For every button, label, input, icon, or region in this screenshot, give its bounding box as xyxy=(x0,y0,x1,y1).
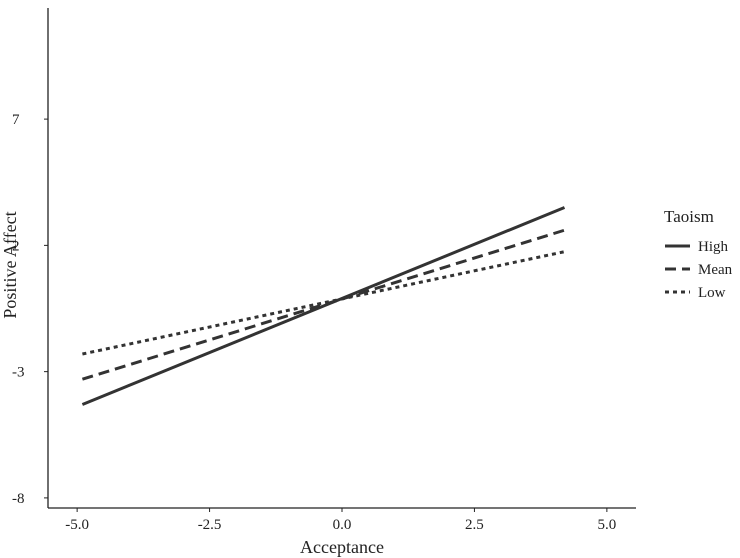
x-tick-label: 5.0 xyxy=(597,517,616,533)
x-tick-label: 0.0 xyxy=(333,517,352,533)
y-tick-label: -8 xyxy=(12,491,25,507)
series-lines xyxy=(81,206,566,406)
legend-label-low: Low xyxy=(698,285,726,301)
legend: Taoism High Mean Low xyxy=(664,207,733,301)
legend-label-mean: Mean xyxy=(698,262,733,278)
legend-title: Taoism xyxy=(664,207,714,226)
y-axis-title: Positive Affect xyxy=(0,211,20,318)
legend-items: High Mean Low xyxy=(665,239,733,301)
plot-axes xyxy=(47,8,636,509)
x-tick-label: 2.5 xyxy=(465,517,484,533)
series-line-low xyxy=(82,250,565,356)
series-line-high xyxy=(81,206,566,406)
y-axis-ticks: -8 -3 2 7 xyxy=(12,112,48,507)
x-tick-label: -2.5 xyxy=(198,517,222,533)
y-tick-label: 2 xyxy=(12,238,20,254)
x-tick-label: -5.0 xyxy=(65,517,89,533)
y-tick-label: -3 xyxy=(12,365,25,381)
x-axis-ticks: -5.0 -2.5 0.0 2.5 5.0 xyxy=(65,508,616,533)
x-axis-title: Acceptance xyxy=(300,537,384,557)
legend-label-high: High xyxy=(698,239,729,255)
y-tick-label: 7 xyxy=(12,112,20,128)
